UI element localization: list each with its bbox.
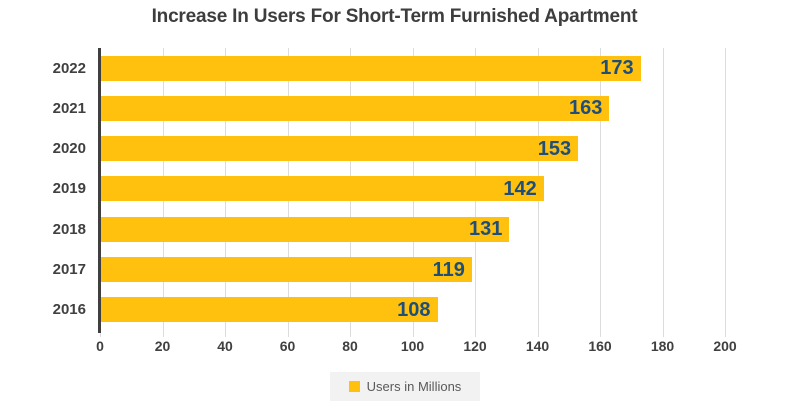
bar-row: 131 (100, 209, 725, 249)
x-axis-tick-label: 160 (588, 338, 612, 354)
y-axis-label: 2018 (52, 220, 86, 238)
bar-row: 108 (100, 290, 725, 330)
y-axis-label: 2021 (52, 99, 86, 117)
y-axis-label: 2019 (52, 180, 86, 198)
gridline (600, 48, 601, 337)
x-axis-tick-label: 20 (154, 338, 171, 354)
gridline (662, 48, 664, 337)
x-axis-tick-label: 40 (217, 338, 233, 354)
y-axis-labels: 2022 2021 2020 2019 2018 2017 2016 (0, 48, 86, 330)
bar-value-label: 142 (503, 177, 537, 200)
x-axis-tick-label: 180 (650, 338, 675, 354)
bar-series: 173 163 153 142 131 119 108 (100, 48, 725, 330)
chart-title: Increase In Users For Short-Term Furnish… (151, 6, 638, 27)
x-axis-tick-label: 0 (96, 338, 104, 354)
x-axis-tick-label: 80 (342, 338, 358, 354)
plot-area: 173 163 153 142 131 119 108 (98, 48, 726, 337)
bar-row: 153 (100, 129, 725, 169)
legend-swatch-icon (348, 381, 360, 392)
x-axis-tick-label: 140 (525, 338, 550, 354)
bar: 119 (100, 257, 472, 283)
legend: Users in Millions (330, 372, 480, 401)
y-axis-line (98, 48, 101, 333)
bar-value-label: 131 (469, 218, 503, 241)
bar: 153 (100, 136, 579, 162)
bar: 163 (100, 95, 610, 121)
y-axis-label: 2016 (52, 301, 86, 319)
bar-row: 173 (100, 48, 725, 88)
x-axis-tick-label: 60 (279, 338, 296, 354)
bar-value-label: 163 (569, 97, 603, 120)
legend-label: Users in Millions (366, 379, 462, 394)
x-axis-tick-label: 200 (713, 338, 737, 354)
bar: 131 (100, 216, 510, 242)
bar: 108 (100, 297, 438, 323)
gridline (725, 48, 726, 337)
bar-row: 119 (100, 249, 725, 289)
y-axis-label: 2022 (52, 59, 86, 77)
bar-row: 163 (100, 88, 725, 128)
bar-value-label: 153 (537, 137, 572, 160)
bar: 142 (100, 176, 544, 202)
x-axis-tick-labels: 0 20 40 60 80 100 120 140 160 180 200 (96, 338, 737, 354)
x-axis-tick-label: 120 (463, 338, 487, 354)
bar-row: 142 (100, 169, 725, 209)
bar-value-label: 108 (397, 298, 431, 321)
x-axis-tick-label: 100 (400, 338, 425, 354)
y-axis-label: 2017 (52, 261, 86, 279)
bar-value-label: 173 (600, 57, 634, 80)
bar-value-label: 119 (432, 258, 465, 281)
bar: 173 (100, 55, 641, 81)
y-axis-label: 2020 (52, 140, 86, 158)
